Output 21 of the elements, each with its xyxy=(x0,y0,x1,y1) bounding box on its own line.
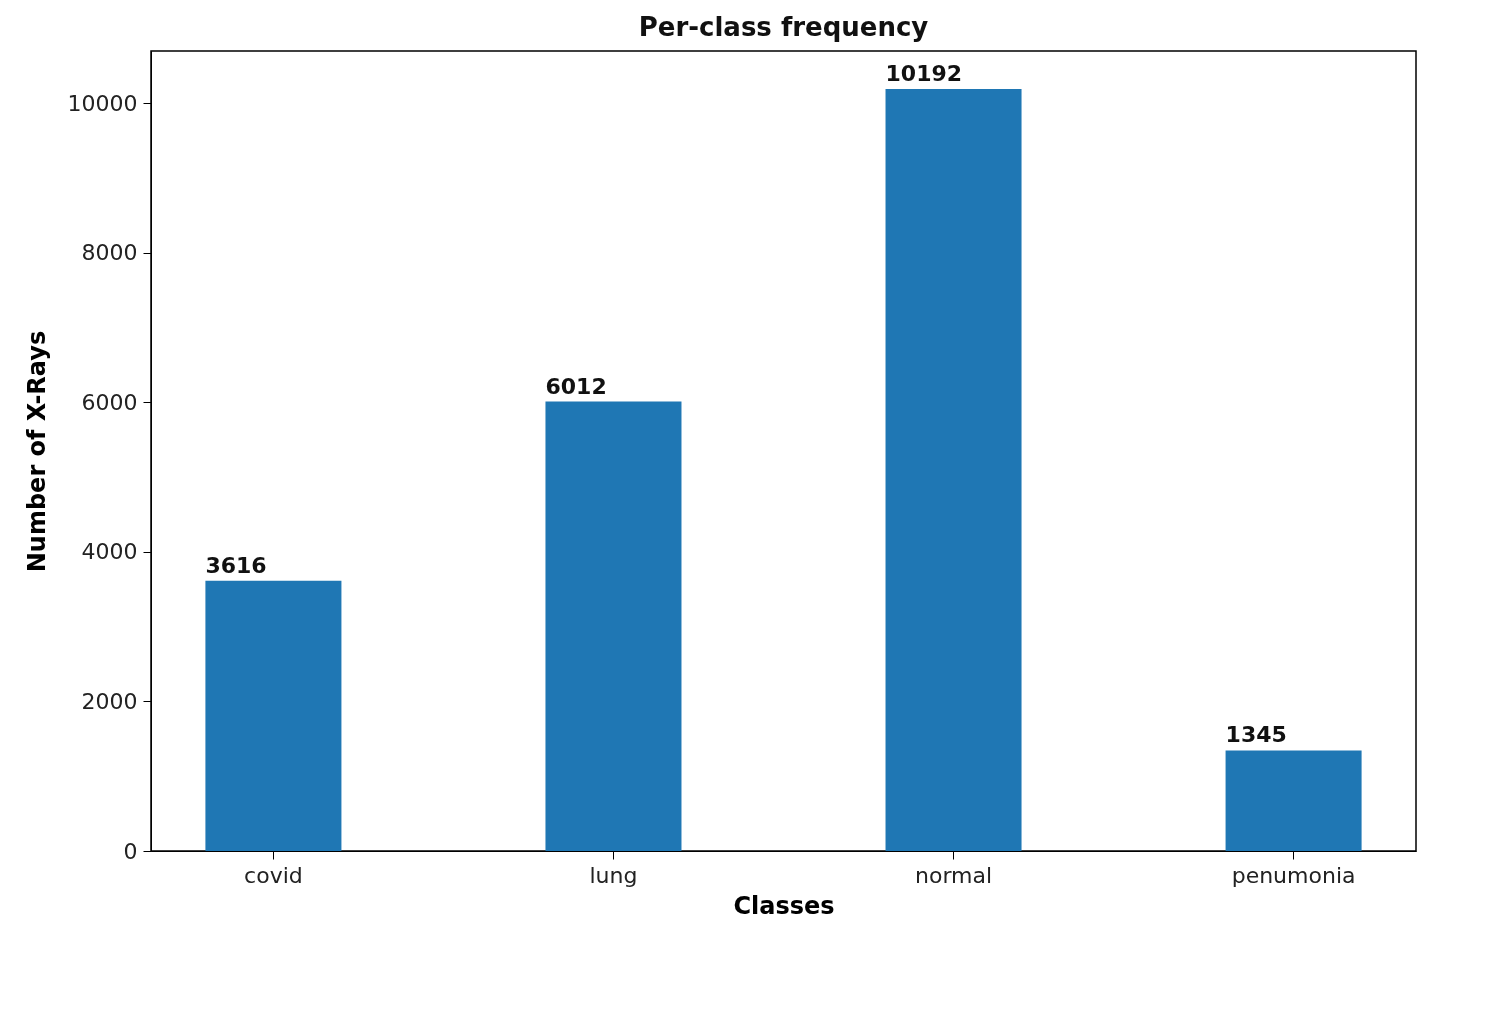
y-tick-label: 4000 xyxy=(81,539,138,565)
x-tick-label: covid xyxy=(244,862,303,888)
data-label: 10192 xyxy=(885,60,963,86)
y-tick-label: 8000 xyxy=(81,240,138,266)
x-axis-title: Classes xyxy=(733,891,835,920)
bar xyxy=(205,580,342,851)
data-label: 1345 xyxy=(1225,722,1287,748)
y-tick-label: 2000 xyxy=(81,688,138,714)
y-axis-title: Number of X-Rays xyxy=(22,330,51,573)
chart-title: Per-class frequency xyxy=(638,12,929,42)
y-tick-label: 0 xyxy=(123,838,138,864)
bar xyxy=(545,401,682,851)
x-tick-label: penumonia xyxy=(1231,862,1356,888)
x-tick-label: normal xyxy=(914,862,993,888)
bar xyxy=(1225,750,1362,851)
x-tick-label: lung xyxy=(589,862,638,888)
y-tick-label: 6000 xyxy=(81,389,138,415)
data-label: 6012 xyxy=(545,373,607,399)
y-tick-label: 10000 xyxy=(67,90,138,116)
bar xyxy=(885,88,1022,851)
data-label: 3616 xyxy=(205,552,267,578)
